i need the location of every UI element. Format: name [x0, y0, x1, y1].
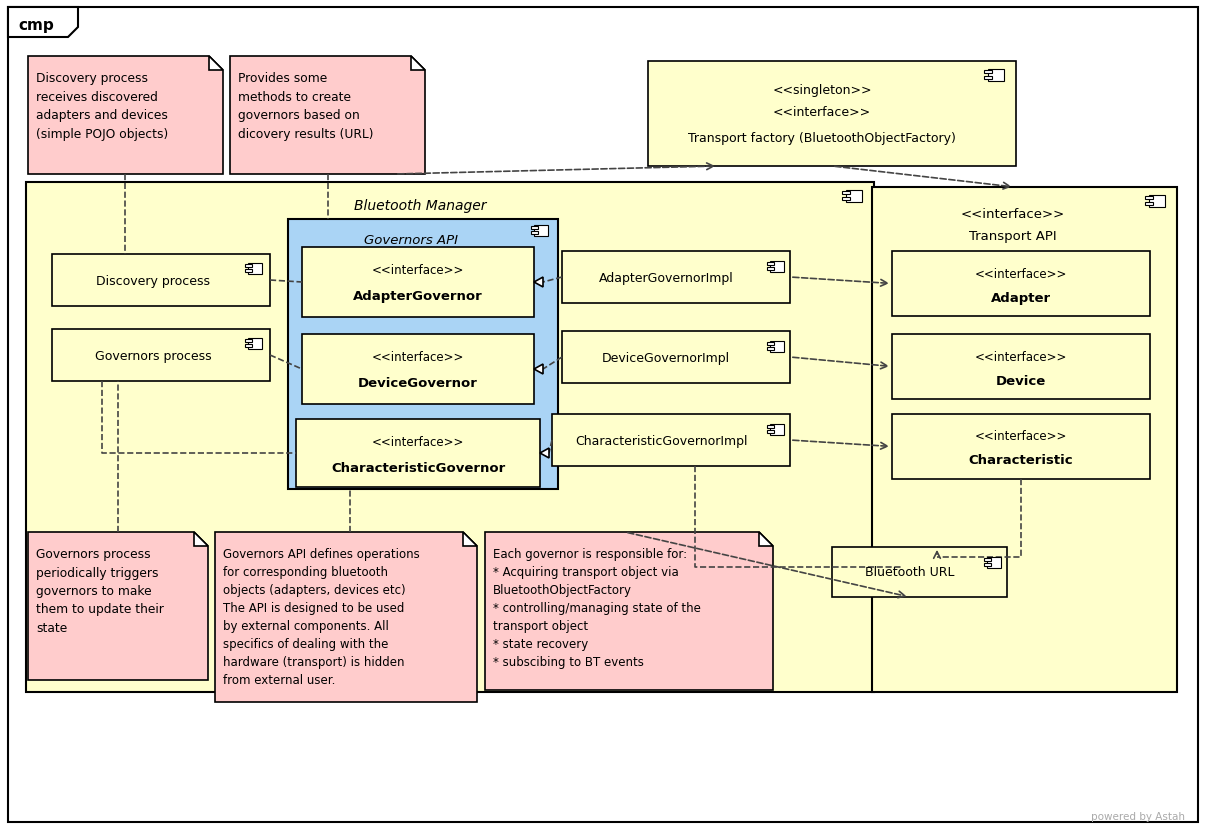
FancyBboxPatch shape: [27, 183, 874, 692]
Polygon shape: [230, 57, 425, 175]
Text: Device: Device: [995, 374, 1046, 387]
Text: Bluetooth Manager: Bluetooth Manager: [354, 199, 487, 212]
Bar: [1146, 197, 1153, 201]
Text: <<interface>>: <<interface>>: [372, 435, 464, 448]
Text: DeviceGovernor: DeviceGovernor: [358, 376, 478, 389]
Text: CharacteristicGovernorImpl: CharacteristicGovernorImpl: [575, 434, 747, 447]
Polygon shape: [28, 57, 223, 175]
Polygon shape: [208, 57, 223, 71]
FancyBboxPatch shape: [872, 188, 1177, 692]
Polygon shape: [28, 533, 208, 681]
Bar: [988, 70, 1004, 82]
Bar: [766, 263, 774, 266]
FancyBboxPatch shape: [892, 252, 1150, 317]
FancyBboxPatch shape: [552, 415, 790, 466]
Polygon shape: [534, 278, 543, 288]
Bar: [245, 270, 252, 273]
Bar: [766, 348, 774, 350]
Text: Governors API defines operations
for corresponding bluetooth
objects (adapters, : Governors API defines operations for cor…: [223, 548, 419, 686]
Bar: [770, 342, 784, 352]
Bar: [531, 232, 537, 235]
Text: AdapterGovernorImpl: AdapterGovernorImpl: [599, 271, 734, 284]
Text: Discovery process
receives discovered
adapters and devices
(simple POJO objects): Discovery process receives discovered ad…: [36, 72, 169, 140]
FancyBboxPatch shape: [52, 255, 270, 307]
Text: powered by Astah: powered by Astah: [1091, 811, 1185, 821]
Text: Adapter: Adapter: [991, 291, 1051, 304]
Bar: [766, 343, 774, 345]
Bar: [766, 431, 774, 433]
Text: AdapterGovernor: AdapterGovernor: [353, 289, 483, 302]
FancyBboxPatch shape: [52, 329, 270, 381]
FancyBboxPatch shape: [892, 334, 1150, 400]
Bar: [248, 339, 261, 349]
FancyBboxPatch shape: [648, 62, 1016, 167]
Polygon shape: [540, 448, 549, 458]
Bar: [534, 226, 548, 237]
Text: Each governor is responsible for:
* Acquiring transport object via
BluetoothObje: Each governor is responsible for: * Acqu…: [493, 548, 701, 668]
FancyBboxPatch shape: [288, 220, 558, 489]
Text: Characteristic: Characteristic: [969, 454, 1074, 467]
Text: <<interface>>: <<interface>>: [372, 263, 464, 276]
Text: Governors process: Governors process: [95, 349, 211, 362]
Bar: [983, 563, 991, 566]
Bar: [248, 263, 261, 274]
Text: <<interface>>: <<interface>>: [772, 105, 871, 119]
Text: <<interface>>: <<interface>>: [975, 430, 1068, 443]
Bar: [245, 265, 252, 268]
Bar: [983, 558, 991, 561]
Polygon shape: [463, 533, 477, 547]
FancyBboxPatch shape: [296, 420, 540, 487]
FancyBboxPatch shape: [562, 252, 790, 303]
FancyBboxPatch shape: [8, 8, 1198, 822]
Bar: [766, 268, 774, 271]
Text: Bluetooth URL: Bluetooth URL: [865, 566, 954, 579]
Bar: [531, 227, 537, 230]
FancyBboxPatch shape: [302, 247, 534, 318]
Bar: [766, 426, 774, 428]
Bar: [245, 339, 252, 343]
Bar: [245, 344, 252, 348]
Polygon shape: [534, 364, 543, 375]
Text: Transport API: Transport API: [969, 230, 1057, 242]
Bar: [842, 197, 851, 201]
Bar: [984, 77, 993, 80]
Polygon shape: [484, 533, 772, 691]
Polygon shape: [759, 533, 772, 547]
Bar: [842, 192, 851, 196]
Text: <<interface>>: <<interface>>: [975, 350, 1068, 363]
Text: Transport factory (BluetoothObjectFactory): Transport factory (BluetoothObjectFactor…: [688, 131, 956, 145]
FancyBboxPatch shape: [831, 548, 1007, 597]
Bar: [770, 425, 784, 435]
Bar: [770, 262, 784, 273]
Text: <<interface>>: <<interface>>: [372, 350, 464, 363]
Text: <<interface>>: <<interface>>: [960, 208, 1065, 221]
Bar: [1146, 202, 1153, 206]
Polygon shape: [214, 533, 477, 702]
Text: <<singleton>>: <<singleton>>: [772, 84, 871, 96]
Bar: [1150, 196, 1165, 208]
Text: Discovery process: Discovery process: [96, 274, 210, 287]
Text: <<interface>>: <<interface>>: [975, 268, 1068, 280]
Bar: [846, 191, 862, 203]
Text: DeviceGovernorImpl: DeviceGovernorImpl: [602, 351, 730, 364]
Text: Provides some
methods to create
governors based on
dicovery results (URL): Provides some methods to create governor…: [239, 72, 374, 140]
Polygon shape: [411, 57, 425, 71]
Text: CharacteristicGovernor: CharacteristicGovernor: [331, 461, 505, 474]
FancyBboxPatch shape: [562, 332, 790, 384]
Text: Governors API: Governors API: [364, 234, 458, 247]
Bar: [987, 558, 1001, 568]
Polygon shape: [8, 8, 78, 38]
Bar: [984, 71, 993, 74]
Polygon shape: [194, 533, 208, 547]
FancyBboxPatch shape: [892, 415, 1150, 479]
Text: Governors process
periodically triggers
governors to make
them to update their
s: Governors process periodically triggers …: [36, 548, 164, 635]
Text: cmp: cmp: [18, 18, 54, 33]
FancyBboxPatch shape: [302, 334, 534, 405]
